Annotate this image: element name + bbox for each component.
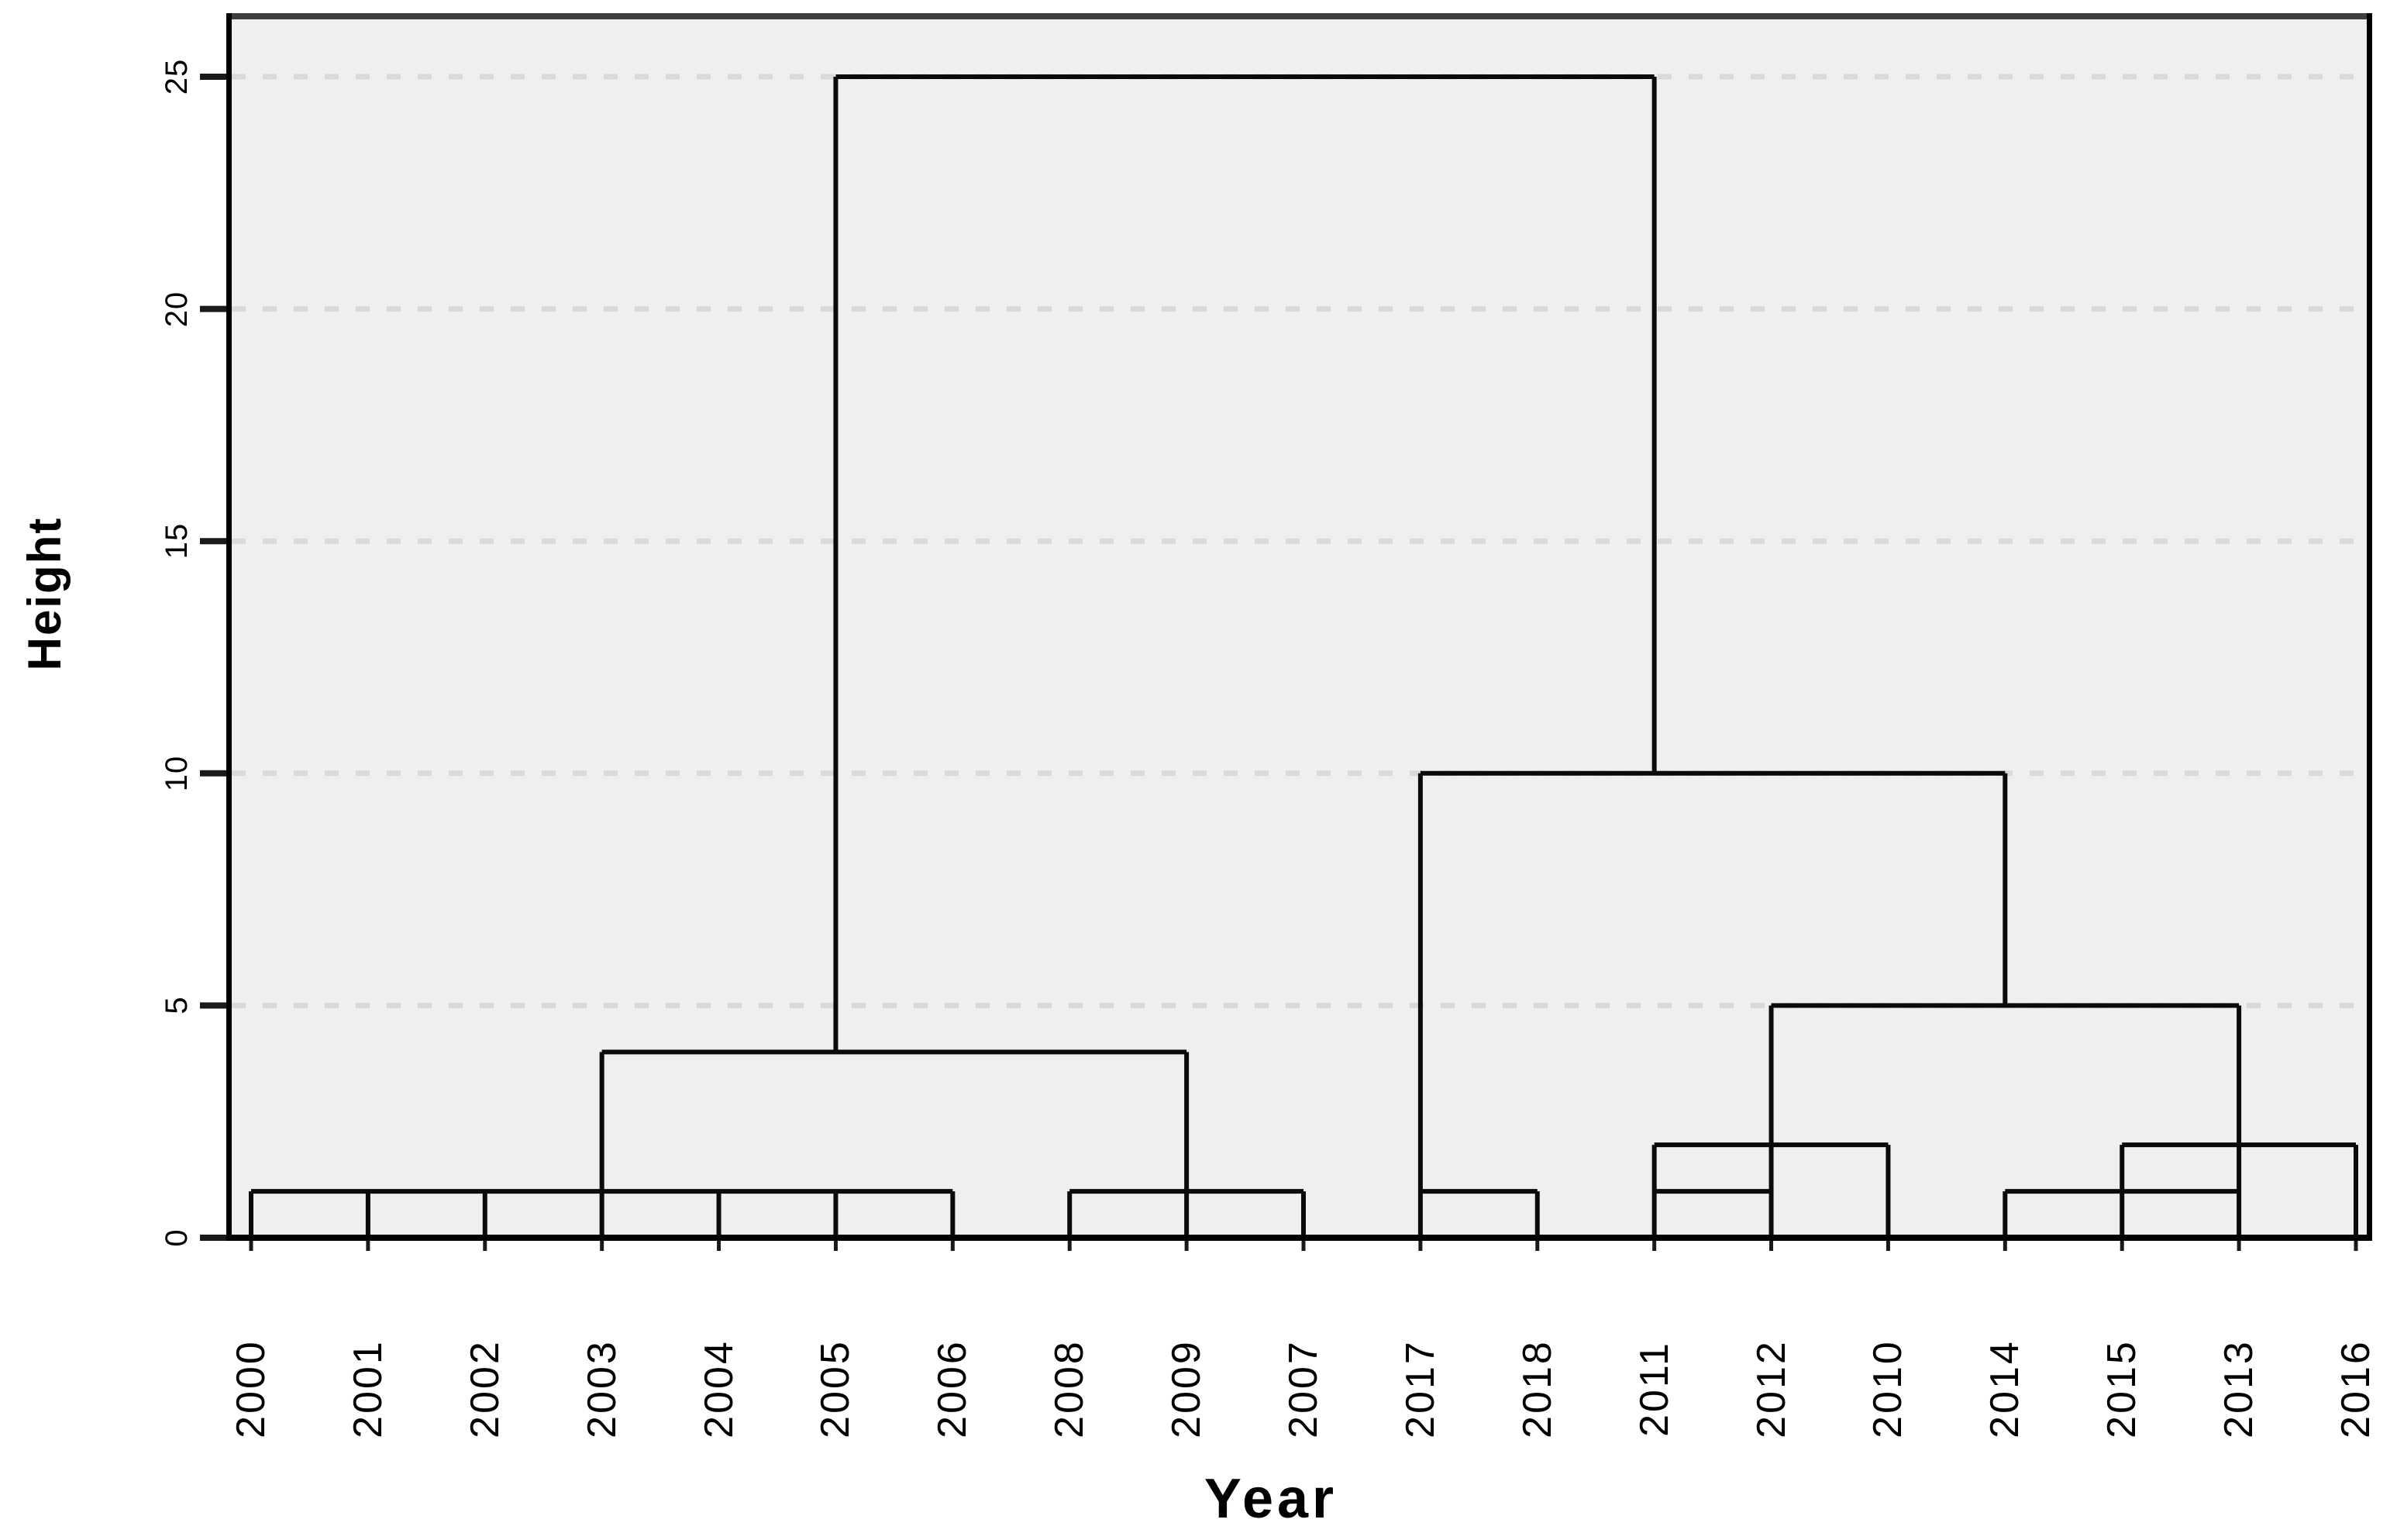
x-tick-label: 2010 xyxy=(1865,1339,1911,1438)
x-tick-label: 2014 xyxy=(1982,1339,2028,1438)
y-tick-label: 0 xyxy=(159,1228,194,1247)
x-tick-label: 2017 xyxy=(1397,1339,1443,1438)
y-axis-title: Height xyxy=(18,516,71,671)
x-tick-label: 2001 xyxy=(345,1339,391,1438)
x-tick-label: 2009 xyxy=(1164,1339,1210,1438)
y-tick-label: 20 xyxy=(159,291,194,327)
x-tick-label: 2006 xyxy=(930,1339,976,1438)
plot-frame-right xyxy=(2367,13,2372,1241)
x-tick-label: 2011 xyxy=(1631,1341,1677,1437)
y-tick-label: 10 xyxy=(159,755,194,792)
x-tick-label: 2007 xyxy=(1281,1339,1326,1438)
plot-frame-bottom xyxy=(226,1235,2372,1241)
x-tick-label: 2013 xyxy=(2216,1339,2262,1438)
x-tick-label: 2008 xyxy=(1047,1339,1093,1438)
x-tick-label: 2004 xyxy=(696,1339,742,1438)
x-tick-label: 2016 xyxy=(2333,1339,2378,1438)
x-tick-label: 2015 xyxy=(2099,1339,2145,1438)
x-tick-label: 2018 xyxy=(1514,1339,1560,1438)
x-tick-label: 2005 xyxy=(813,1339,859,1438)
x-tick-label: 2012 xyxy=(1748,1339,1794,1438)
x-axis-title: Year xyxy=(1204,1468,1338,1530)
x-tick-label: 2002 xyxy=(462,1339,508,1438)
x-tick-label: 2000 xyxy=(229,1339,274,1438)
y-tick-label: 5 xyxy=(159,996,194,1015)
y-tick-label: 25 xyxy=(159,58,194,95)
plot-frame-top xyxy=(226,13,2372,19)
x-tick-label: 2003 xyxy=(579,1339,625,1438)
plot-area-background xyxy=(226,13,2372,1241)
plot-frame-left xyxy=(226,13,232,1241)
